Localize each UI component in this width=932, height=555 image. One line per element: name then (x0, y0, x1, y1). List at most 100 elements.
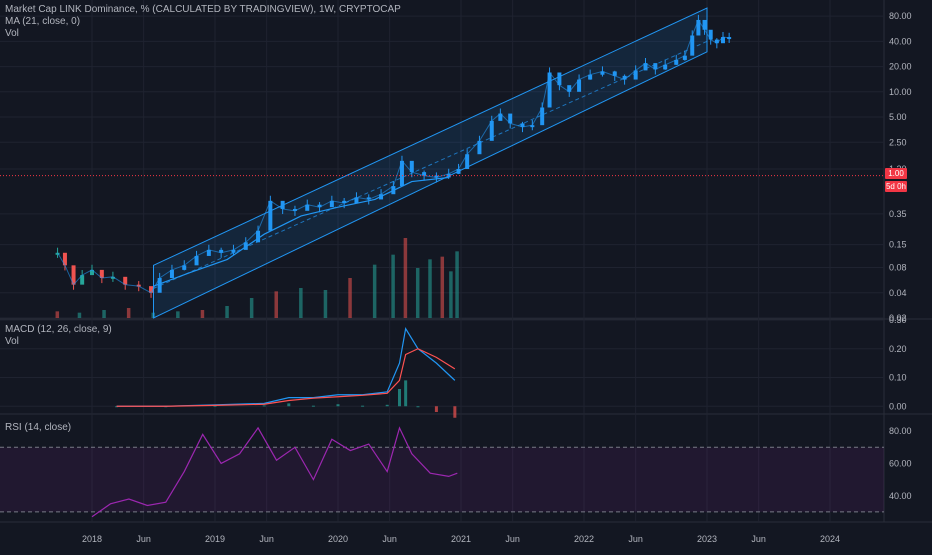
candle-body (169, 269, 174, 279)
candle-body (456, 168, 461, 174)
last-value-tag: 1.00 (885, 168, 907, 179)
macd-legend: MACD (12, 26, close, 9) Vol (5, 324, 112, 348)
candle-body (714, 39, 719, 44)
candle-body (354, 197, 359, 204)
volume-bar (176, 311, 180, 318)
macd-line (116, 326, 456, 407)
y-tick-label: 0.00 (889, 401, 907, 411)
y-tick-label: 0.35 (889, 209, 907, 219)
y-tick-label: 10.00 (889, 87, 912, 97)
rsi-band (0, 447, 884, 512)
candle-body (292, 208, 297, 211)
macd-histogram-bar (361, 405, 365, 407)
y-tick-label: 0.08 (889, 263, 907, 273)
macd-histogram-bar (311, 405, 315, 407)
candle-body (633, 70, 638, 80)
volume-bar (449, 271, 453, 318)
y-tick-label: 60.00 (889, 458, 912, 468)
volume-bar (200, 310, 205, 318)
volume-bar (249, 298, 254, 318)
candle-body (477, 140, 482, 155)
candle-body (489, 120, 494, 141)
macd-histogram-bar (404, 380, 408, 407)
candle-body (99, 269, 104, 279)
volume-bar (225, 306, 229, 318)
candle-body (256, 230, 261, 243)
volume-bar (428, 259, 432, 318)
x-tick-label: 2018 (82, 534, 102, 544)
candle-body (567, 85, 572, 92)
candle-body (409, 160, 414, 173)
x-tick-label: Jun (505, 534, 520, 544)
y-tick-label: 2.50 (889, 137, 907, 147)
candle-body (663, 64, 668, 70)
macd-histogram-bar (213, 405, 217, 407)
x-tick-label: Jun (259, 534, 274, 544)
y-tick-label: 40.00 (889, 491, 912, 501)
x-tick-label: Jun (136, 534, 151, 544)
x-tick-label: 2021 (451, 534, 471, 544)
candle-body (498, 113, 503, 121)
volume-bar (323, 290, 328, 318)
macd-histogram-bar (398, 389, 401, 407)
x-tick-label: Jun (628, 534, 643, 544)
candle-body (708, 29, 713, 40)
candle-body (342, 200, 347, 204)
macd-vol-label: Vol (5, 336, 19, 347)
macd-histogram-bar (416, 406, 420, 408)
candle-body (149, 286, 154, 293)
candle-body (674, 59, 679, 65)
y-tick-label: 0.15 (889, 240, 907, 250)
x-tick-label: 2022 (574, 534, 594, 544)
main-legend: Market Cap LINK Dominance, % (CALCULATED… (5, 4, 401, 40)
x-tick-label: Jun (382, 534, 397, 544)
y-tick-label: 0.20 (889, 344, 907, 354)
candle-body (508, 113, 513, 124)
volume-bar (372, 264, 377, 318)
vol-label: Vol (5, 28, 19, 39)
candle-body (720, 37, 725, 44)
main-title: Market Cap LINK Dominance, % (CALCULATED… (5, 4, 401, 15)
x-tick-label: 2024 (820, 534, 840, 544)
volume-bar (415, 268, 420, 318)
volume-bar (299, 288, 303, 318)
y-tick-label: 20.00 (889, 62, 912, 72)
volume-bar (391, 254, 395, 318)
volume-bar (348, 278, 352, 318)
volume-bar (77, 312, 82, 318)
candle-body (123, 276, 128, 285)
candle-body (399, 160, 404, 187)
candle-body (157, 278, 162, 293)
candle-body (434, 175, 439, 178)
candle-body (465, 154, 470, 169)
y-tick-label: 80.00 (889, 11, 912, 21)
y-tick-label: 40.00 (889, 36, 912, 46)
candle-body (600, 71, 605, 75)
price-series-line (57, 18, 730, 294)
volume-bar (126, 308, 131, 318)
volume-bar (55, 311, 60, 318)
volume-bar (274, 291, 278, 318)
candle-body (422, 172, 427, 176)
candle-body (547, 72, 552, 108)
candle-body (696, 19, 701, 36)
macd-histogram-bar (453, 406, 457, 418)
y-tick-label: 5.00 (889, 112, 907, 122)
macd-histogram-bar (336, 404, 340, 407)
ma-label: MA (21, close, 0) (5, 16, 81, 27)
rsi-legend: RSI (14, close) (5, 422, 71, 434)
candle-body (530, 125, 535, 128)
x-tick-label: 2020 (328, 534, 348, 544)
macd-histogram-bar (385, 404, 389, 407)
y-tick-label: 0.04 (889, 288, 907, 298)
candle-body (690, 35, 695, 56)
y-tick-label: 0.02 (889, 313, 907, 323)
candle-body (90, 269, 94, 276)
macd-histogram-bar (262, 405, 266, 407)
candle-body (329, 200, 334, 208)
candle-body (80, 275, 85, 285)
candle-body (520, 123, 525, 128)
candle-body (577, 79, 582, 92)
